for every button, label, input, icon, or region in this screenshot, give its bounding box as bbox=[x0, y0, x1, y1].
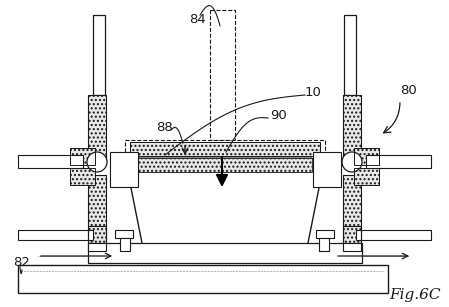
Bar bbox=[366, 155, 431, 168]
Bar bbox=[343, 175, 361, 243]
Bar bbox=[70, 168, 95, 185]
Bar bbox=[115, 230, 133, 238]
Polygon shape bbox=[138, 158, 312, 172]
Bar bbox=[343, 243, 361, 251]
Bar bbox=[88, 243, 106, 251]
Bar bbox=[88, 95, 106, 163]
Bar bbox=[356, 230, 431, 240]
Bar bbox=[319, 238, 329, 251]
Bar bbox=[343, 95, 361, 163]
Text: 82: 82 bbox=[13, 255, 30, 269]
Bar bbox=[70, 148, 95, 165]
Bar bbox=[88, 175, 106, 243]
Bar bbox=[18, 155, 83, 168]
Bar bbox=[88, 226, 106, 243]
Circle shape bbox=[342, 152, 362, 172]
Bar bbox=[88, 243, 362, 263]
Bar bbox=[88, 175, 106, 243]
Bar bbox=[343, 226, 361, 243]
Bar bbox=[316, 230, 334, 238]
Bar bbox=[354, 148, 379, 165]
Bar bbox=[343, 226, 361, 243]
Bar bbox=[88, 226, 106, 243]
Bar bbox=[343, 95, 361, 163]
Bar bbox=[110, 152, 138, 187]
Text: 88: 88 bbox=[156, 121, 173, 134]
Text: Fig.6C: Fig.6C bbox=[389, 288, 441, 302]
Bar bbox=[130, 142, 320, 156]
Bar bbox=[18, 265, 388, 293]
Bar bbox=[70, 148, 95, 165]
Bar bbox=[138, 158, 312, 172]
Bar bbox=[130, 142, 320, 156]
Text: 10: 10 bbox=[305, 86, 322, 99]
Bar bbox=[93, 15, 105, 95]
Bar bbox=[354, 168, 379, 185]
Bar bbox=[70, 168, 95, 185]
Bar bbox=[354, 148, 379, 165]
Text: 80: 80 bbox=[400, 84, 417, 96]
Bar bbox=[354, 168, 379, 185]
Bar bbox=[88, 95, 106, 163]
Circle shape bbox=[87, 152, 107, 172]
Bar bbox=[120, 238, 130, 251]
Bar bbox=[343, 175, 361, 243]
Bar bbox=[313, 152, 341, 187]
Bar bbox=[18, 230, 93, 240]
Polygon shape bbox=[125, 158, 325, 258]
Text: 84: 84 bbox=[189, 13, 205, 26]
Bar bbox=[125, 140, 325, 158]
Bar bbox=[210, 10, 235, 140]
Text: 90: 90 bbox=[270, 108, 287, 122]
Bar bbox=[344, 15, 356, 95]
